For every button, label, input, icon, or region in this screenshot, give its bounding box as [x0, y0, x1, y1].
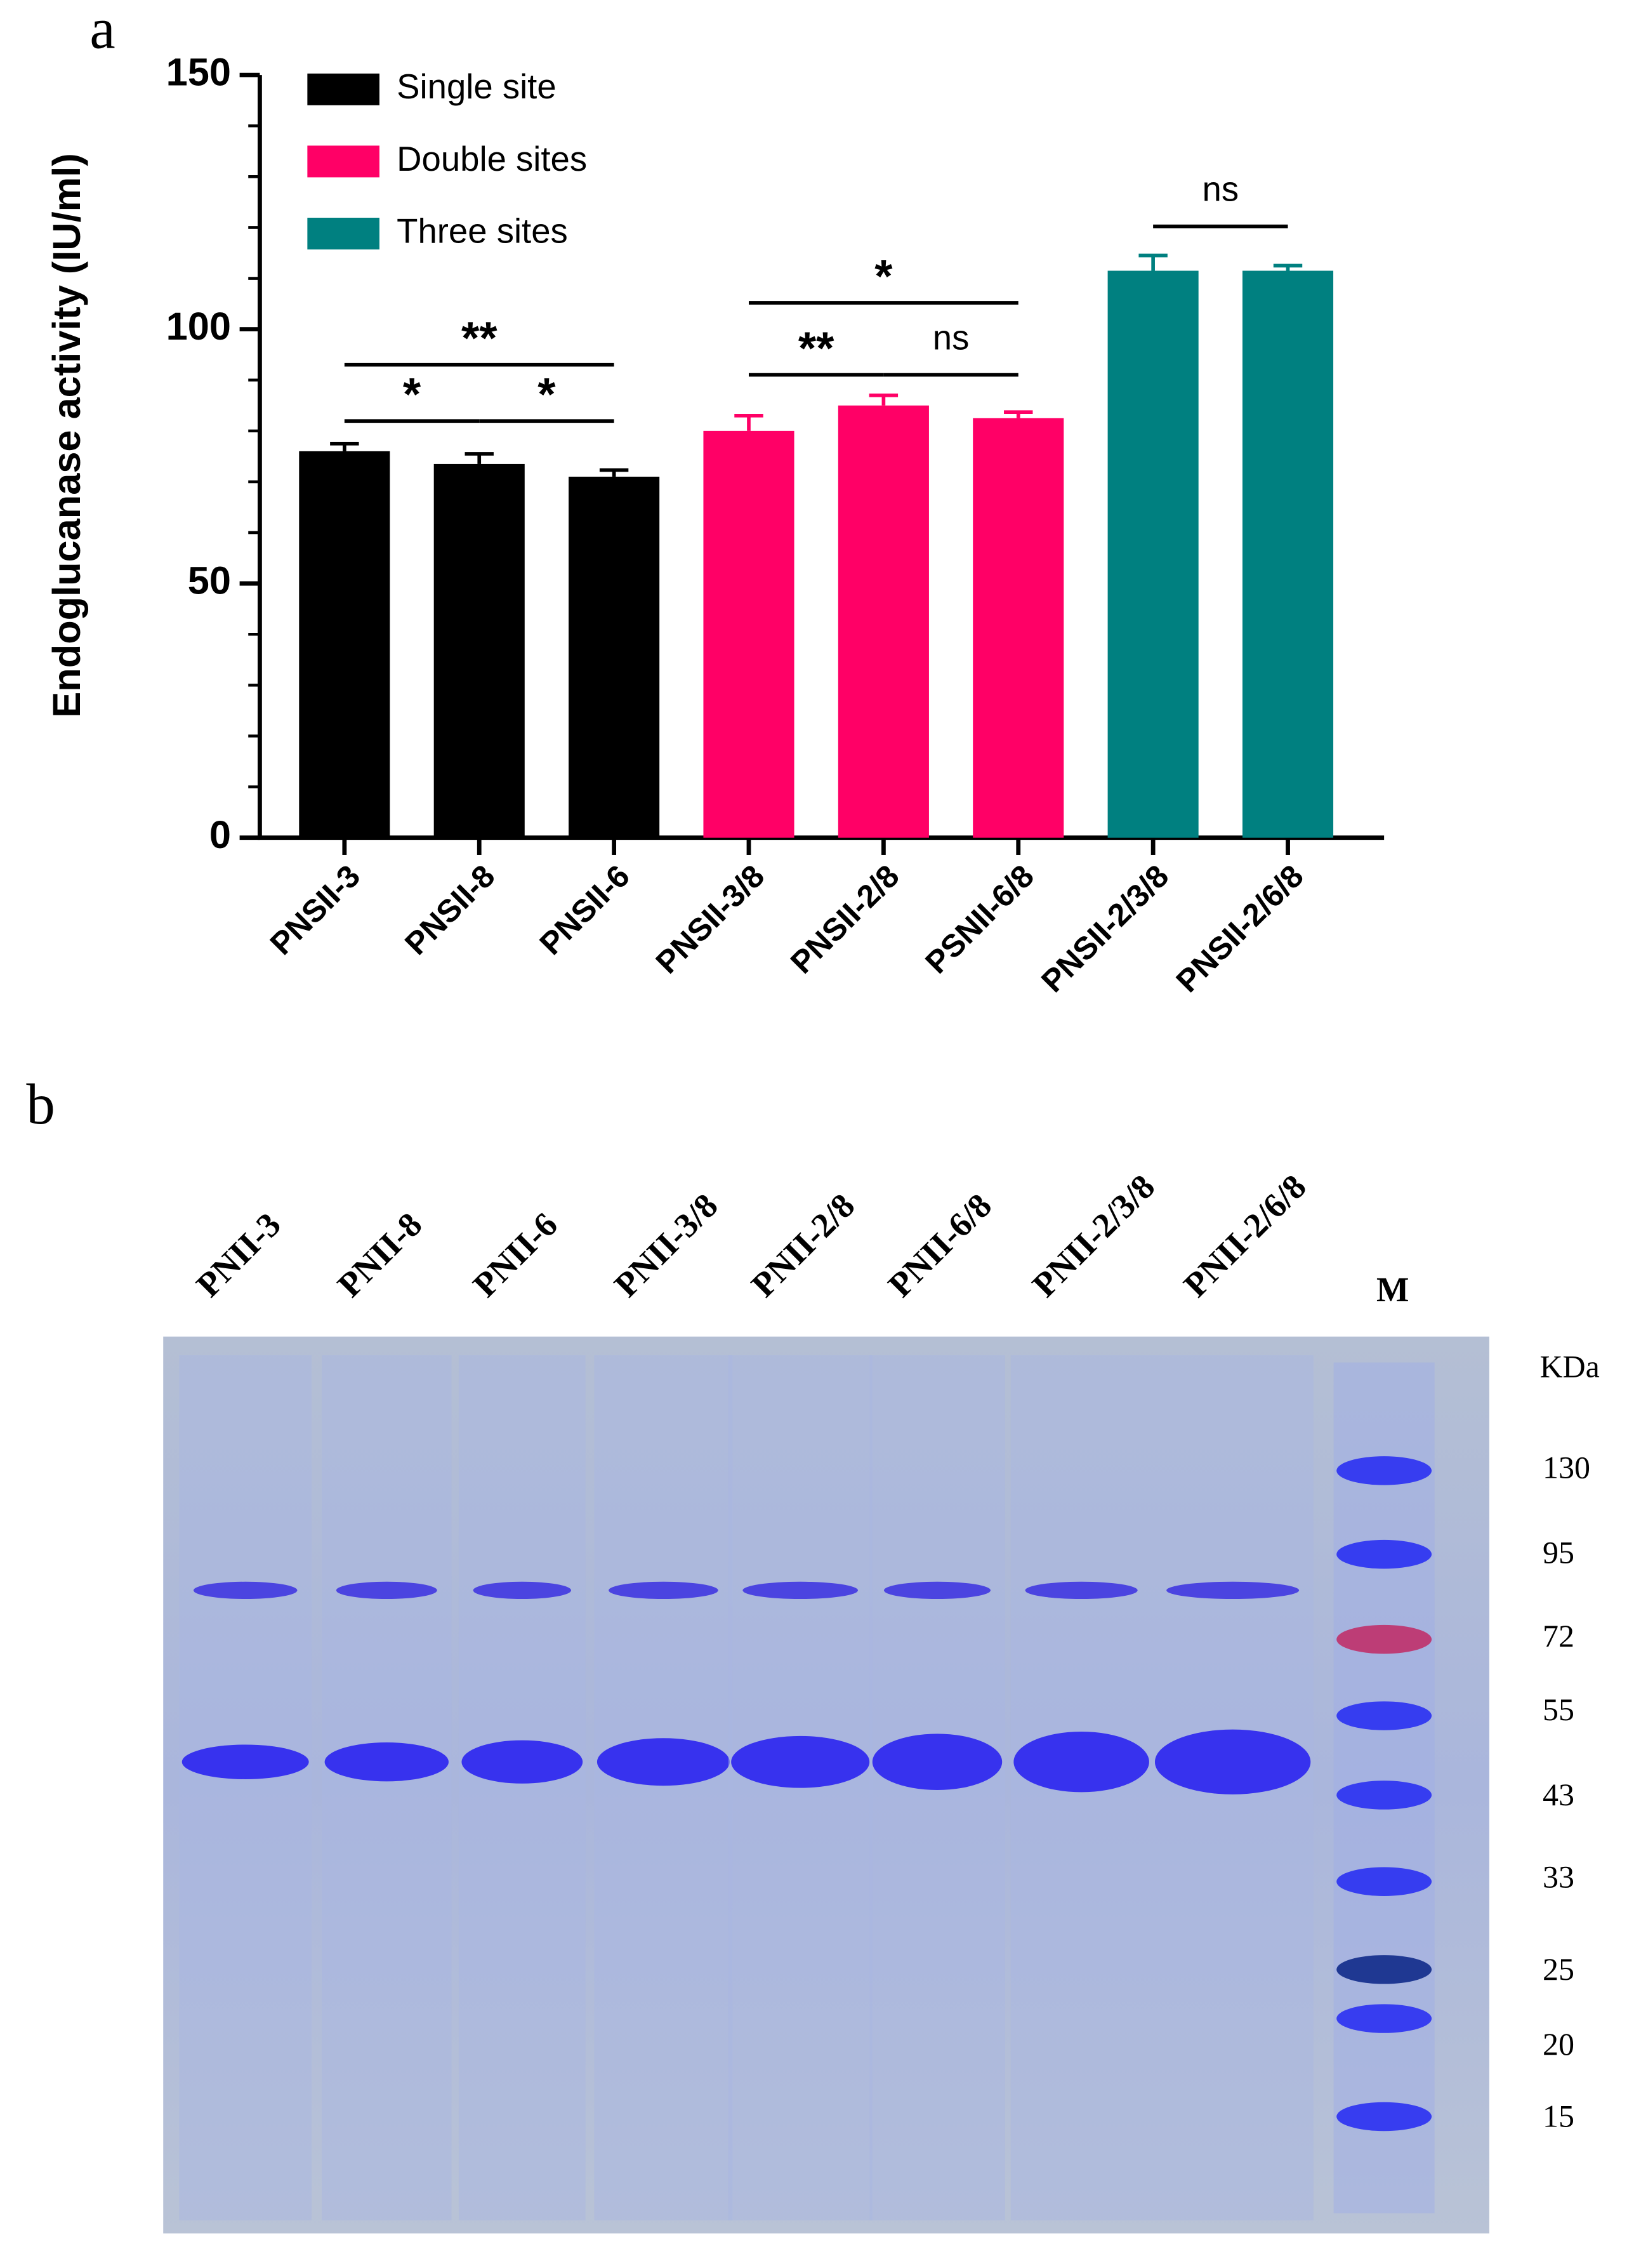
- gel-band: [1013, 1732, 1149, 1793]
- x-tick-label: PNSII-3: [263, 858, 367, 962]
- marker-band: [1336, 2102, 1432, 2132]
- marker-band: [1336, 1955, 1432, 1984]
- lane-label: PNII-6: [465, 1205, 565, 1304]
- bar: [569, 476, 660, 838]
- x-tick-label: PNSII-2/3/8: [1034, 858, 1175, 999]
- x-tick-label: PNSII-6: [533, 858, 636, 962]
- lane-label: PNII-2/3/8: [1025, 1167, 1163, 1304]
- marker-size-label: 15: [1543, 2099, 1574, 2134]
- gel-band: [742, 1581, 859, 1600]
- significance-label: *: [874, 251, 893, 302]
- gel-band: [336, 1581, 437, 1600]
- x-tick-label: PNSII-2/8: [784, 858, 906, 981]
- gel-band: [181, 1744, 309, 1779]
- marker-size-label: 72: [1543, 1618, 1574, 1654]
- gel-band: [872, 1734, 1003, 1791]
- marker-size-label: 20: [1543, 2026, 1574, 2062]
- gel-band: [1166, 1581, 1300, 1600]
- gel-lane: [594, 1355, 733, 2221]
- panel-label: b: [26, 1072, 55, 1136]
- marker-size-label: 25: [1543, 1951, 1574, 1987]
- legend-swatch: [307, 217, 379, 249]
- gel-lane: [458, 1355, 586, 2221]
- lane-label: PNII-8: [330, 1205, 430, 1304]
- marker-size-label: 130: [1543, 1449, 1590, 1485]
- marker-band: [1336, 1624, 1432, 1654]
- x-tick-label: PNSII-2/6/8: [1170, 858, 1310, 999]
- bar: [973, 418, 1064, 838]
- lane-label: PNII-2/6/8: [1176, 1167, 1314, 1304]
- marker-band: [1336, 1781, 1432, 1810]
- gel-band: [473, 1581, 572, 1600]
- gel-band: [461, 1740, 583, 1784]
- gel-band: [609, 1581, 718, 1600]
- significance-label: **: [798, 322, 834, 374]
- bar: [299, 451, 390, 838]
- marker-band: [1336, 1456, 1432, 1485]
- significance-label: ns: [933, 318, 970, 357]
- x-tick-label: PNSII-8: [398, 858, 501, 962]
- marker-size-label: 95: [1543, 1534, 1574, 1570]
- lane-label: PNII-3: [188, 1205, 288, 1304]
- bar: [1107, 270, 1199, 838]
- significance-label: ns: [1203, 170, 1239, 209]
- gel-band: [324, 1742, 449, 1782]
- significance-label: *: [537, 369, 556, 420]
- y-tick-label: 150: [166, 50, 231, 93]
- marker-size-label: 33: [1543, 1859, 1574, 1894]
- marker-band: [1336, 2004, 1432, 2033]
- bar: [433, 463, 525, 838]
- significance-label: **: [461, 313, 498, 364]
- lane-label: PNII-2/8: [744, 1186, 862, 1304]
- marker-size-label: 55: [1543, 1692, 1574, 1727]
- y-tick-label: 0: [209, 812, 231, 856]
- panel-label: a: [89, 0, 115, 60]
- legend-swatch: [307, 73, 379, 105]
- gel-band: [596, 1738, 730, 1786]
- lane-label: PNII-3/8: [607, 1186, 725, 1304]
- gel-band: [883, 1581, 991, 1600]
- bar: [1242, 270, 1334, 838]
- y-tick-label: 100: [166, 304, 231, 348]
- marker-size-label: 43: [1543, 1777, 1574, 1812]
- gel-band: [193, 1581, 298, 1600]
- marker-lane-label: M: [1376, 1270, 1409, 1309]
- marker-band: [1336, 1701, 1432, 1730]
- x-tick-label: PSNII-6/8: [918, 858, 1041, 981]
- gel-band: [1025, 1581, 1138, 1600]
- gel-band: [1154, 1729, 1311, 1794]
- gel-lane: [322, 1355, 452, 2221]
- gel-band: [731, 1735, 870, 1788]
- legend-label: Three sites: [397, 211, 568, 250]
- unit-label: KDa: [1539, 1348, 1599, 1384]
- legend-label: Double sites: [397, 140, 587, 178]
- marker-band: [1336, 1539, 1432, 1569]
- significance-label: *: [403, 369, 421, 420]
- bar: [838, 405, 929, 838]
- x-tick-label: PNSII-3/8: [649, 858, 772, 981]
- y-tick-label: 50: [188, 558, 231, 602]
- lane-label: PNII-6/8: [881, 1186, 999, 1304]
- y-axis-label: Endoglucanase activity (IU/ml): [44, 153, 88, 717]
- marker-band: [1336, 1867, 1432, 1896]
- gel-lane: [179, 1355, 312, 2221]
- legend-swatch: [307, 145, 379, 178]
- bar: [703, 430, 794, 838]
- legend-label: Single site: [397, 67, 556, 106]
